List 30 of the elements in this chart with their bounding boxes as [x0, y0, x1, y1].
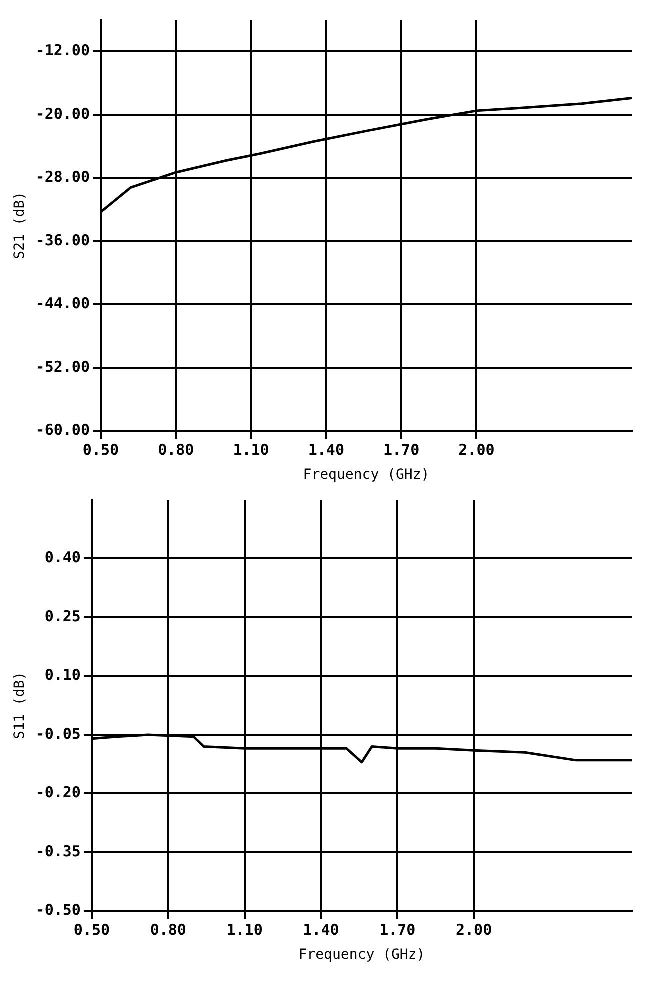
x-tick-label: 0.50 — [82, 441, 120, 460]
y-axis-title: S21 (dB) — [12, 192, 28, 260]
x-tick-label: 1.40 — [308, 441, 344, 460]
y-tick-label: 0.40 — [44, 548, 81, 567]
x-tick-label: 2.00 — [458, 441, 495, 460]
y-tick-label: -52.00 — [36, 358, 90, 376]
y-axis-title: S11 (dB) — [12, 672, 28, 740]
y-tick-label: -12.00 — [36, 42, 90, 60]
y-tick-label: -0.35 — [36, 842, 81, 860]
x-tick-label: 1.70 — [383, 441, 420, 460]
y-tick-label: 0.25 — [44, 607, 81, 626]
y-tick-label: 0.10 — [44, 666, 81, 684]
x-tick-label: 1.40 — [303, 921, 340, 940]
y-tick-label: -36.00 — [36, 231, 90, 250]
y-tick-label: -0.50 — [36, 901, 81, 920]
y-tick-label: -0.05 — [36, 724, 81, 743]
x-tick-label: 0.80 — [158, 441, 194, 460]
x-tick-label: 1.10 — [226, 921, 263, 940]
x-tick-label: 1.10 — [233, 441, 270, 460]
y-tick-label: -44.00 — [36, 294, 90, 313]
x-tick-label: 1.70 — [380, 921, 416, 940]
x-tick-label: 2.00 — [456, 921, 492, 940]
y-tick-label: -60.00 — [36, 421, 90, 440]
y-tick-label: -28.00 — [36, 168, 90, 186]
x-axis-title: Frequency (GHz) — [303, 467, 430, 484]
y-tick-label: -0.20 — [36, 784, 81, 802]
x-tick-label: 0.80 — [150, 921, 186, 940]
x-tick-label: 0.50 — [74, 921, 110, 940]
y-tick-label: -20.00 — [36, 104, 90, 123]
x-axis-title: Frequency (GHz) — [298, 947, 426, 964]
